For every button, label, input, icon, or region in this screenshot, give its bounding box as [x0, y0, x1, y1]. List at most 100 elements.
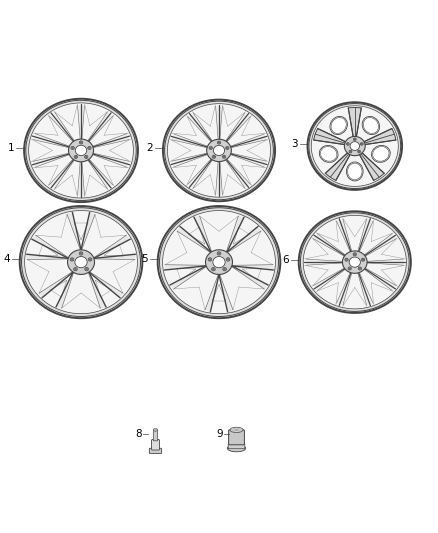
Ellipse shape — [153, 429, 158, 431]
Polygon shape — [39, 272, 73, 298]
Ellipse shape — [75, 256, 87, 268]
Ellipse shape — [330, 116, 347, 134]
Ellipse shape — [362, 116, 380, 134]
Polygon shape — [363, 128, 396, 144]
Polygon shape — [78, 106, 85, 139]
Ellipse shape — [72, 147, 74, 149]
Ellipse shape — [218, 142, 220, 143]
Ellipse shape — [353, 138, 356, 141]
Ellipse shape — [358, 267, 362, 270]
Polygon shape — [336, 272, 352, 305]
Ellipse shape — [349, 268, 350, 269]
Polygon shape — [56, 272, 74, 308]
Ellipse shape — [205, 250, 233, 274]
Ellipse shape — [319, 146, 338, 163]
Ellipse shape — [300, 213, 409, 311]
Polygon shape — [358, 272, 373, 305]
Polygon shape — [33, 153, 69, 167]
Polygon shape — [359, 152, 384, 180]
Polygon shape — [306, 259, 343, 265]
Ellipse shape — [309, 103, 401, 189]
Ellipse shape — [209, 259, 211, 260]
Polygon shape — [49, 112, 74, 142]
Ellipse shape — [79, 141, 83, 144]
Ellipse shape — [67, 250, 95, 274]
Polygon shape — [187, 113, 212, 142]
Ellipse shape — [217, 252, 221, 255]
Ellipse shape — [25, 211, 138, 314]
Polygon shape — [364, 233, 396, 256]
Ellipse shape — [226, 147, 229, 150]
Ellipse shape — [85, 268, 88, 271]
Ellipse shape — [354, 139, 356, 140]
Polygon shape — [172, 153, 208, 167]
Ellipse shape — [167, 104, 271, 197]
Polygon shape — [358, 219, 373, 252]
Ellipse shape — [88, 147, 90, 149]
Polygon shape — [367, 259, 403, 265]
Ellipse shape — [209, 147, 212, 150]
Ellipse shape — [227, 445, 246, 452]
Ellipse shape — [75, 146, 87, 156]
Polygon shape — [215, 107, 223, 139]
Polygon shape — [93, 134, 129, 148]
Polygon shape — [88, 159, 113, 189]
Polygon shape — [227, 227, 261, 253]
Ellipse shape — [212, 268, 215, 271]
Ellipse shape — [165, 101, 273, 200]
Ellipse shape — [207, 139, 231, 161]
Ellipse shape — [223, 156, 225, 158]
Ellipse shape — [75, 156, 77, 158]
Ellipse shape — [353, 253, 357, 256]
Polygon shape — [219, 274, 233, 312]
Ellipse shape — [346, 162, 363, 181]
Ellipse shape — [80, 253, 82, 254]
Polygon shape — [172, 134, 208, 148]
Ellipse shape — [348, 267, 351, 270]
Ellipse shape — [21, 208, 141, 317]
Ellipse shape — [28, 103, 134, 198]
Ellipse shape — [85, 155, 88, 158]
Ellipse shape — [217, 141, 221, 144]
Ellipse shape — [349, 257, 360, 267]
Polygon shape — [170, 266, 206, 289]
Ellipse shape — [158, 206, 280, 318]
Ellipse shape — [71, 259, 73, 260]
Text: 6: 6 — [283, 255, 289, 264]
Ellipse shape — [85, 156, 87, 158]
Ellipse shape — [223, 155, 226, 158]
Ellipse shape — [218, 253, 220, 254]
FancyBboxPatch shape — [228, 443, 245, 449]
Ellipse shape — [208, 258, 212, 261]
Polygon shape — [32, 235, 68, 259]
Polygon shape — [78, 162, 85, 195]
Ellipse shape — [347, 143, 349, 144]
Polygon shape — [89, 272, 123, 298]
Ellipse shape — [163, 100, 275, 201]
Ellipse shape — [371, 146, 390, 163]
Polygon shape — [187, 159, 212, 188]
Text: 5: 5 — [141, 254, 148, 264]
Ellipse shape — [68, 139, 94, 162]
Text: 9: 9 — [216, 429, 223, 439]
Ellipse shape — [80, 142, 82, 143]
Polygon shape — [325, 152, 350, 180]
Polygon shape — [194, 216, 212, 252]
Polygon shape — [336, 219, 352, 252]
Polygon shape — [314, 233, 345, 256]
Polygon shape — [67, 212, 81, 250]
Ellipse shape — [345, 258, 348, 261]
Polygon shape — [348, 108, 361, 138]
Ellipse shape — [349, 150, 352, 153]
Ellipse shape — [74, 155, 78, 158]
FancyBboxPatch shape — [149, 448, 162, 454]
Ellipse shape — [358, 150, 360, 153]
Ellipse shape — [362, 259, 364, 261]
Polygon shape — [314, 268, 345, 290]
Ellipse shape — [20, 206, 142, 318]
Ellipse shape — [212, 268, 214, 270]
Ellipse shape — [230, 427, 243, 432]
Ellipse shape — [299, 211, 411, 313]
Ellipse shape — [350, 142, 360, 150]
Ellipse shape — [89, 259, 91, 260]
